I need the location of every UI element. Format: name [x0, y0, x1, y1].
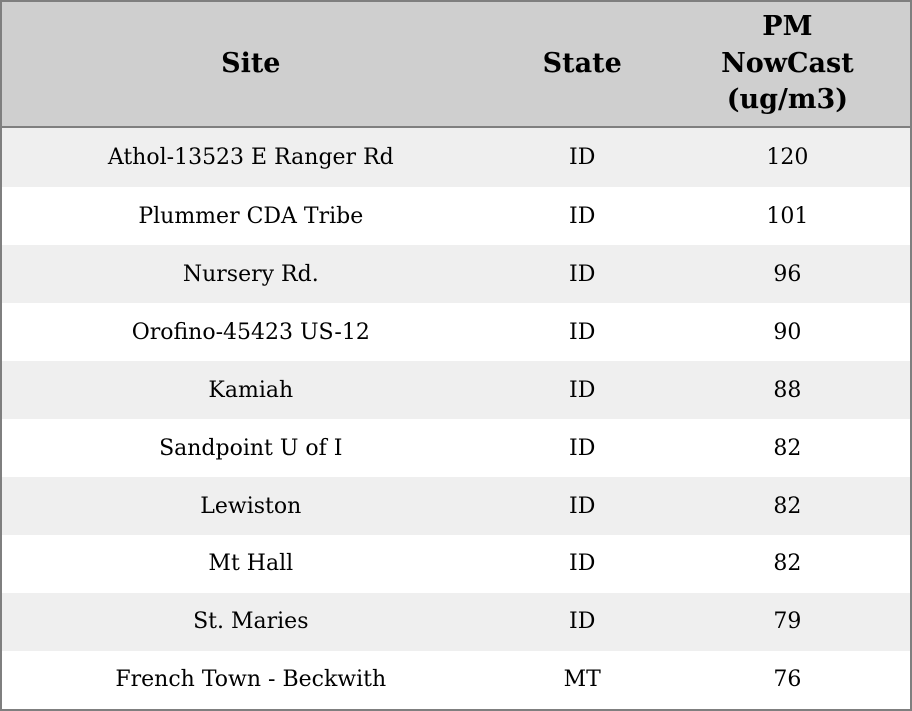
cell-state: ID — [499, 127, 665, 188]
column-header-site: Site — [2, 2, 500, 128]
cell-site: Sandpoint U of I — [2, 419, 500, 478]
cell-pm-nowcast: 88 — [664, 361, 910, 420]
cell-pm-nowcast: 82 — [664, 419, 910, 478]
cell-site: St. Maries — [2, 592, 500, 651]
cell-pm-nowcast: 90 — [664, 303, 910, 362]
cell-pm-nowcast: 79 — [664, 592, 910, 651]
cell-state: ID — [499, 419, 665, 478]
cell-pm-nowcast: 120 — [664, 127, 910, 188]
cell-state: ID — [499, 592, 665, 651]
header-row: Site State PM NowCast (ug/m3) — [2, 2, 910, 128]
table-row: St. Maries ID 79 — [2, 592, 910, 651]
table-row: Athol-13523 E Ranger Rd ID 120 — [2, 127, 910, 188]
column-header-pm-nowcast: PM NowCast (ug/m3) — [664, 2, 910, 128]
cell-state: ID — [499, 245, 665, 304]
cell-pm-nowcast: 96 — [664, 245, 910, 304]
table-row: Plummer CDA Tribe ID 101 — [2, 187, 910, 246]
cell-pm-nowcast: 76 — [664, 650, 910, 709]
table-row: Sandpoint U of I ID 82 — [2, 419, 910, 478]
table-row: Mt Hall ID 82 — [2, 535, 910, 593]
cell-site: French Town - Beckwith — [2, 650, 500, 709]
table-body: Athol-13523 E Ranger Rd ID 120 Plummer CDA … — [2, 127, 910, 709]
cell-state: ID — [499, 477, 665, 535]
cell-state: ID — [499, 303, 665, 362]
cell-site: Athol-13523 E Ranger Rd — [2, 127, 500, 188]
cell-site: Plummer CDA Tribe — [2, 187, 500, 246]
cell-pm-nowcast: 82 — [664, 535, 910, 593]
cell-state: ID — [499, 361, 665, 420]
table-row: Lewiston ID 82 — [2, 477, 910, 535]
cell-site: Lewiston — [2, 477, 500, 535]
cell-site: Kamiah — [2, 361, 500, 420]
table-row: Nursery Rd. ID 96 — [2, 245, 910, 304]
cell-site: Mt Hall — [2, 535, 500, 593]
cell-state: ID — [499, 187, 665, 246]
cell-site: Nursery Rd. — [2, 245, 500, 304]
table-row: Orofino-45423 US-12 ID 90 — [2, 303, 910, 362]
cell-pm-nowcast: 101 — [664, 187, 910, 246]
column-header-state: State — [499, 2, 665, 128]
cell-site: Orofino-45423 US-12 — [2, 303, 500, 362]
cell-pm-nowcast: 82 — [664, 477, 910, 535]
column-header-pm-nowcast-label: PM NowCast (ug/m3) — [721, 11, 854, 116]
cell-state: ID — [499, 535, 665, 593]
table-header: Site State PM NowCast (ug/m3) — [2, 2, 910, 128]
table-row: Kamiah ID 88 — [2, 361, 910, 420]
cell-state: MT — [499, 650, 665, 709]
table-row: French Town - Beckwith MT 76 — [2, 650, 910, 709]
